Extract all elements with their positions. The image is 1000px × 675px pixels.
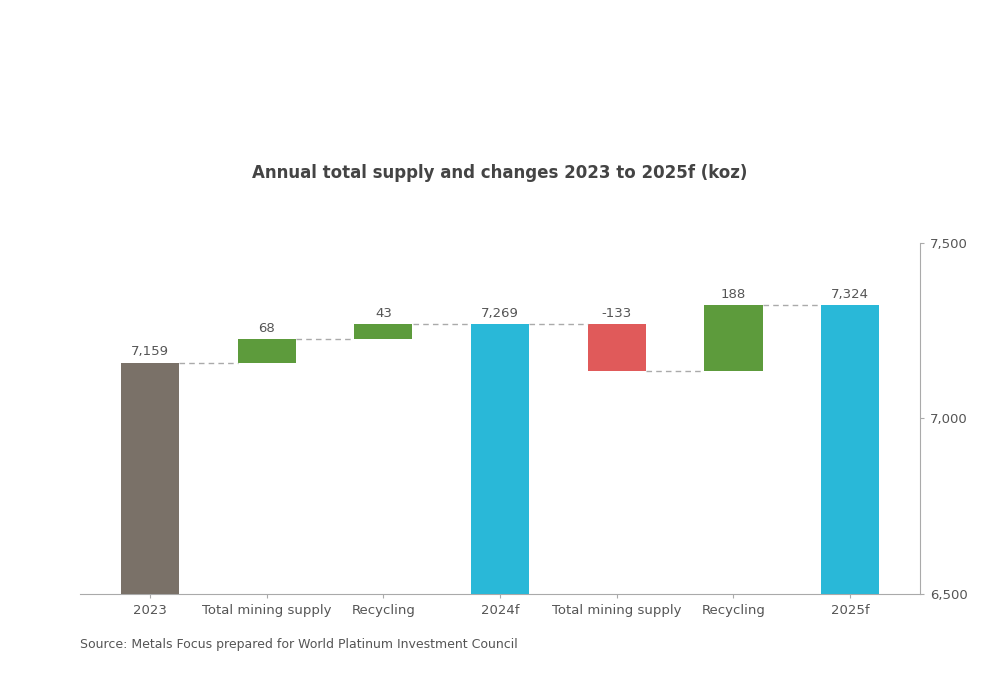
- Text: 188: 188: [721, 288, 746, 300]
- Text: 7,159: 7,159: [131, 346, 169, 358]
- Text: 68: 68: [258, 321, 275, 335]
- Text: 7,269: 7,269: [481, 307, 519, 320]
- Text: Source: Metals Focus prepared for World Platinum Investment Council: Source: Metals Focus prepared for World …: [80, 638, 518, 651]
- Text: 7,324: 7,324: [831, 288, 869, 300]
- Text: -133: -133: [602, 307, 632, 320]
- Bar: [821, 305, 879, 594]
- Bar: [471, 324, 529, 594]
- Bar: [354, 324, 412, 339]
- Bar: [704, 305, 763, 371]
- Bar: [121, 362, 179, 594]
- Bar: [238, 339, 296, 362]
- Text: Annual total supply and changes 2023 to 2025f (koz): Annual total supply and changes 2023 to …: [252, 164, 748, 182]
- Bar: [588, 324, 646, 371]
- Text: 43: 43: [375, 306, 392, 319]
